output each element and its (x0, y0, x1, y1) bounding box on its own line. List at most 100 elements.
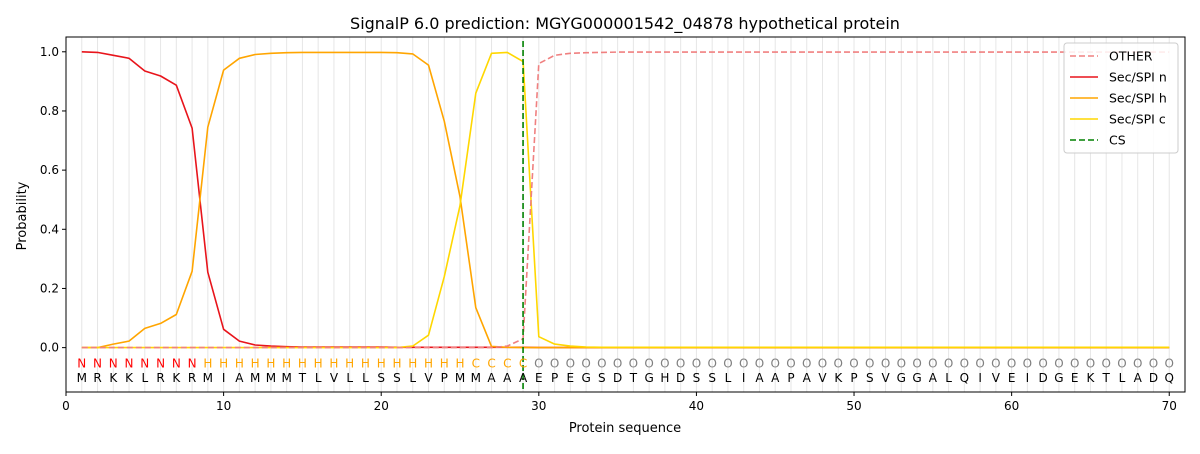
residue-label: A (503, 371, 512, 385)
x-tick-label: 70 (1162, 399, 1177, 413)
residue-label: S (866, 371, 874, 385)
legend-box (1063, 42, 1179, 154)
region-label: H (440, 356, 449, 370)
region-label: O (865, 356, 874, 370)
residue-label: I (742, 371, 746, 385)
region-label: O (1117, 356, 1126, 370)
region-label: N (93, 356, 102, 370)
region-label: O (818, 356, 827, 370)
region-label: O (644, 356, 653, 370)
region-label: O (550, 356, 559, 370)
residue-label: M (77, 371, 87, 385)
region-label: O (1165, 356, 1174, 370)
series-line-sec-spi-c (81, 51, 1170, 349)
region-label: N (77, 356, 86, 370)
residue-label: Q (960, 371, 969, 385)
region-label: C (487, 356, 495, 370)
residue-label: K (172, 371, 181, 385)
residue-label: A (235, 371, 244, 385)
region-label: N (109, 356, 118, 370)
residue-label: G (644, 371, 653, 385)
series-line-sec-spi-h (81, 51, 1170, 349)
region-label: O (1023, 356, 1032, 370)
region-label: O (707, 356, 716, 370)
residue-label: E (1008, 371, 1016, 385)
region-label: H (408, 356, 417, 370)
residue-label: H (660, 371, 669, 385)
series-layer (81, 51, 1170, 349)
axis-ticks: 0 10 20 30 40 50 60 70 0.0 0.2 0.4 0.6 0.8 1.0 (40, 45, 1177, 413)
residue-label: T (298, 371, 307, 385)
residue-label: S (393, 371, 401, 385)
region-label: O (834, 356, 843, 370)
region-label: H (424, 356, 433, 370)
region-label: O (928, 356, 937, 370)
region-label: O (944, 356, 953, 370)
region-label: O (786, 356, 795, 370)
region-label: H (282, 356, 291, 370)
residue-label: S (598, 371, 606, 385)
legend-label: OTHER (1109, 49, 1153, 64)
residue-label: G (1054, 371, 1063, 385)
residue-label: V (992, 371, 1001, 385)
legend-label: CS (1109, 133, 1126, 148)
residue-label: A (519, 371, 528, 385)
region-label: O (881, 356, 890, 370)
residue-label: G (581, 371, 590, 385)
region-label: O (660, 356, 669, 370)
residue-label: D (676, 371, 685, 385)
series-line-other (81, 51, 1170, 349)
residue-label: T (1102, 371, 1111, 385)
y-tick-label: 0.6 (40, 163, 59, 177)
region-label: O (975, 356, 984, 370)
region-label: O (613, 356, 622, 370)
residue-label: K (1086, 371, 1095, 385)
residue-label: S (693, 371, 701, 385)
region-label: O (676, 356, 685, 370)
residue-label: A (487, 371, 496, 385)
region-label: N (125, 356, 134, 370)
residue-label: E (535, 371, 543, 385)
residue-label: A (1134, 371, 1143, 385)
region-label: C (472, 356, 480, 370)
region-label: H (251, 356, 260, 370)
residue-label: K (834, 371, 843, 385)
region-label: O (991, 356, 1000, 370)
residue-label: L (725, 371, 732, 385)
residue-label: I (222, 371, 226, 385)
residue-label: M (266, 371, 276, 385)
x-tick-label: 0 (62, 399, 70, 413)
region-label: H (266, 356, 275, 370)
residue-label: M (203, 371, 213, 385)
region-label: O (1133, 356, 1142, 370)
residue-label: V (330, 371, 339, 385)
region-label: N (172, 356, 181, 370)
residue-label: G (897, 371, 906, 385)
series-line-sec-spi-n (81, 51, 1170, 349)
x-axis-label: Protein sequence (569, 421, 681, 436)
residue-label: M (471, 371, 481, 385)
residue-label: I (1026, 371, 1030, 385)
residue-label: T (629, 371, 638, 385)
residue-label: E (1071, 371, 1079, 385)
region-label: O (1101, 356, 1110, 370)
residue-label: A (803, 371, 812, 385)
residue-label: L (315, 371, 322, 385)
region-label: O (1054, 356, 1063, 370)
region-label: O (1038, 356, 1047, 370)
residue-label: P (441, 371, 448, 385)
region-label: C (503, 356, 511, 370)
region-label: O (897, 356, 906, 370)
region-label: O (912, 356, 921, 370)
residue-label: R (156, 371, 164, 385)
y-tick-label: 1.0 (40, 45, 59, 59)
region-label: H (377, 356, 386, 370)
region-label: N (188, 356, 197, 370)
region-label: H (203, 356, 212, 370)
grid-layer (81, 37, 1170, 392)
residue-label: L (362, 371, 369, 385)
plot-frame (65, 36, 1186, 393)
residue-label: S (708, 371, 716, 385)
